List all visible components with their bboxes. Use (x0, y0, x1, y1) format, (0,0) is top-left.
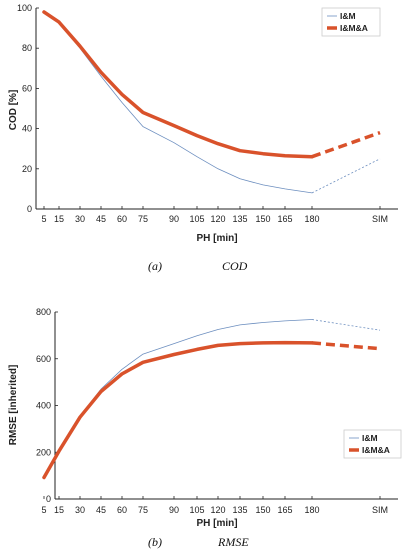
x-tick-label: 15 (54, 505, 64, 515)
y-tick-label: 400 (36, 401, 51, 411)
x-tick-label: 105 (189, 214, 204, 224)
x-tick-label: 135 (232, 214, 247, 224)
caption-title: RMSE (217, 535, 249, 549)
x-tick-label: 75 (138, 214, 148, 224)
legend-box (321, 7, 381, 37)
y-tick-label: 800 (36, 307, 51, 317)
cod-chart: COD [%] PH [min] I&M I&M&A (a) COD 0 20 40… (8, 3, 398, 273)
legend-label-i-m-a: I&M&A (340, 23, 368, 33)
x-tick-label: 60 (117, 505, 127, 515)
series-line-i-m-a (42, 340, 314, 480)
caption-letter: (a) (148, 259, 162, 273)
y-tick-label: 600 (36, 354, 51, 364)
x-tick-label: 135 (232, 505, 247, 515)
y-tick-label: 40 (22, 124, 32, 134)
y-axis-label: COD [%] (8, 90, 19, 131)
x-tick-label: 120 (210, 214, 225, 224)
y-tick-label: 80 (22, 43, 32, 53)
x-tick-label: 165 (277, 505, 292, 515)
y-tick-label: 20 (22, 164, 32, 174)
x-tick-label: 30 (75, 505, 85, 515)
x-tick-label: 165 (277, 214, 292, 224)
x-tick-label: 45 (96, 505, 106, 515)
legend: I&M I&M&A (343, 429, 402, 459)
series-sim-extension-i-m-a (311, 341, 381, 351)
y-tick-label: 0 (27, 204, 32, 214)
legend-box (343, 429, 402, 459)
x-tick-label: 180 (304, 505, 319, 515)
x-axis-label: PH [min] (196, 233, 237, 244)
y-tick-label: 100 (17, 3, 32, 13)
series-sim-extension-i-m (311, 319, 381, 331)
rmse-chart: RMSE [inherited] PH [min] I&M I&M&A (b) … (8, 307, 402, 549)
x-tick-label: 105 (189, 505, 204, 515)
x-tick-label: 180 (304, 214, 319, 224)
x-tick-label: 45 (96, 214, 106, 224)
x-tick-label: SIM (372, 214, 388, 224)
y-tick-label: 60 (22, 83, 32, 93)
legend: I&M I&M&A (321, 7, 381, 37)
x-tick-label: 150 (255, 505, 270, 515)
x-tick-label: 5 (41, 505, 46, 515)
x-tick-label: 30 (75, 214, 85, 224)
series-sim-extension-i-m-a (311, 130, 381, 159)
x-tick-label: 120 (210, 505, 225, 515)
x-axis-label: PH [min] (196, 518, 237, 529)
legend-label-i-m: I&M (362, 433, 378, 443)
caption-letter: (b) (148, 535, 162, 549)
series-line-i-m (43, 11, 313, 194)
x-tick-label: 75 (138, 505, 148, 515)
y-tick-label: 200 (36, 447, 51, 457)
y-axis-label: RMSE [inherited] (8, 365, 19, 446)
legend-label-i-m: I&M (340, 11, 356, 21)
x-tick-label: 90 (169, 505, 179, 515)
x-tick-label: 150 (255, 214, 270, 224)
y-tick-label: 0 (46, 494, 51, 504)
x-tick-label: SIM (372, 505, 388, 515)
series-line-i-m-a (42, 10, 314, 159)
series-sim-extension-i-m (311, 158, 381, 194)
caption-title: COD (222, 259, 248, 273)
x-tick-label: 5 (41, 214, 46, 224)
legend-label-i-m-a: I&M&A (362, 445, 390, 455)
x-tick-label: 90 (169, 214, 179, 224)
x-tick-label: 60 (117, 214, 127, 224)
x-tick-label: 15 (54, 214, 64, 224)
